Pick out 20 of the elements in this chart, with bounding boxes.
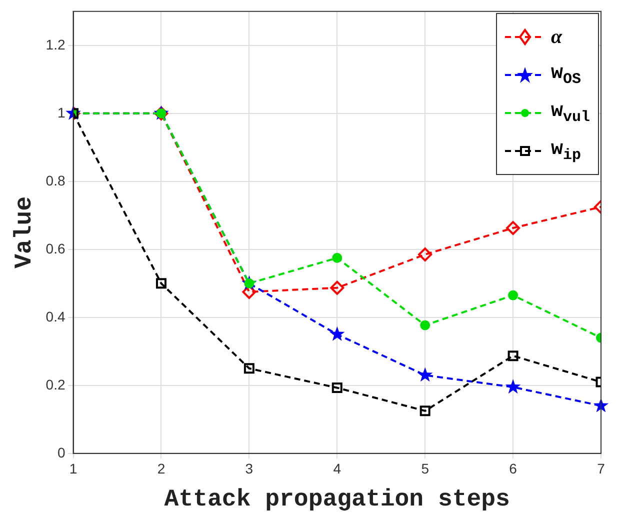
x-tick-label: 2	[157, 460, 166, 477]
y-axis-title: Value	[11, 196, 38, 268]
y-tick-label: 0.4	[46, 308, 66, 324]
y-tick-label: 0.2	[46, 376, 66, 392]
legend-label: w$_{vul}$	[550, 100, 590, 126]
x-axis-title: Attack propagation steps	[164, 486, 510, 514]
x-tick-label: 7	[597, 460, 606, 477]
x-tick-label: 4	[333, 460, 342, 477]
y-tick-label: 0	[57, 444, 66, 460]
x-tick-label: 5	[421, 460, 430, 477]
y-tick-label: 1.2	[46, 36, 66, 52]
legend-label: w$_{ip}$	[550, 138, 581, 164]
y-tick-label: 0.8	[46, 172, 66, 188]
x-tick-label: 3	[245, 460, 254, 477]
y-tick-label: 0.6	[46, 240, 66, 256]
x-tick-label: 6	[509, 460, 518, 477]
y-tick-label: 1	[57, 104, 66, 120]
legend-label: α	[550, 26, 562, 49]
legend-label: w$_{OS}$	[550, 62, 581, 88]
x-tick-label: 1	[69, 460, 78, 477]
